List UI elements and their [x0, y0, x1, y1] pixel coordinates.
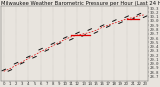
Text: Milwaukee Weather Barometric Pressure per Hour (Last 24 Hours): Milwaukee Weather Barometric Pressure pe… [1, 1, 160, 6]
